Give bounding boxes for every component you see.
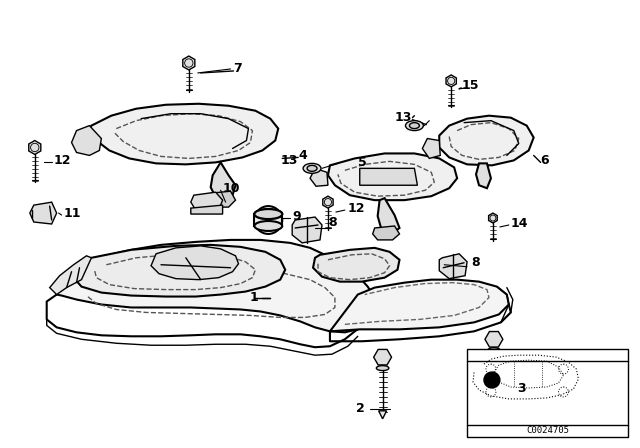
Ellipse shape	[303, 164, 321, 173]
Text: 13: 13	[281, 154, 298, 167]
Ellipse shape	[406, 121, 423, 130]
Polygon shape	[183, 56, 195, 70]
Polygon shape	[29, 141, 41, 155]
Polygon shape	[50, 256, 92, 294]
Polygon shape	[485, 332, 503, 347]
Text: 2: 2	[356, 402, 365, 415]
Polygon shape	[439, 254, 467, 279]
Ellipse shape	[255, 209, 282, 219]
Polygon shape	[57, 240, 378, 332]
Text: 14: 14	[511, 216, 528, 229]
Ellipse shape	[376, 366, 389, 370]
Text: 9: 9	[292, 210, 301, 223]
Text: 4: 4	[298, 149, 307, 162]
Ellipse shape	[255, 221, 282, 231]
Polygon shape	[439, 116, 534, 165]
Polygon shape	[310, 168, 328, 186]
Polygon shape	[374, 349, 392, 365]
Polygon shape	[379, 411, 387, 419]
Polygon shape	[488, 213, 497, 223]
Text: 7: 7	[234, 62, 243, 75]
Text: 13: 13	[395, 111, 412, 124]
Polygon shape	[313, 248, 399, 282]
Polygon shape	[292, 217, 322, 243]
Ellipse shape	[307, 165, 317, 171]
Circle shape	[484, 372, 500, 388]
Polygon shape	[72, 125, 101, 155]
Polygon shape	[330, 280, 509, 332]
Polygon shape	[323, 196, 333, 208]
Polygon shape	[422, 138, 440, 159]
Polygon shape	[328, 154, 457, 200]
Polygon shape	[360, 168, 417, 185]
Polygon shape	[490, 390, 498, 398]
Polygon shape	[74, 245, 285, 297]
Polygon shape	[476, 164, 491, 188]
Polygon shape	[372, 226, 399, 240]
Text: 11: 11	[63, 207, 81, 220]
Text: 6: 6	[541, 154, 549, 167]
Bar	[467, 349, 628, 437]
Ellipse shape	[410, 123, 419, 129]
Text: C0024705: C0024705	[526, 426, 569, 435]
Text: 15: 15	[461, 79, 479, 92]
Polygon shape	[88, 104, 278, 164]
Polygon shape	[446, 75, 456, 87]
Polygon shape	[30, 202, 57, 224]
Text: 3: 3	[516, 383, 525, 396]
Polygon shape	[151, 246, 239, 280]
Text: 10: 10	[223, 182, 240, 195]
Text: 12: 12	[348, 202, 365, 215]
Polygon shape	[209, 191, 236, 207]
Text: 5: 5	[358, 156, 367, 169]
Text: 1: 1	[250, 291, 259, 304]
Text: 8: 8	[328, 215, 337, 228]
Polygon shape	[211, 162, 236, 200]
Ellipse shape	[488, 348, 500, 353]
Polygon shape	[191, 205, 223, 214]
Polygon shape	[191, 192, 223, 213]
Polygon shape	[378, 198, 399, 234]
Text: 12: 12	[54, 154, 71, 167]
Text: 8: 8	[471, 256, 480, 269]
Polygon shape	[255, 214, 282, 226]
